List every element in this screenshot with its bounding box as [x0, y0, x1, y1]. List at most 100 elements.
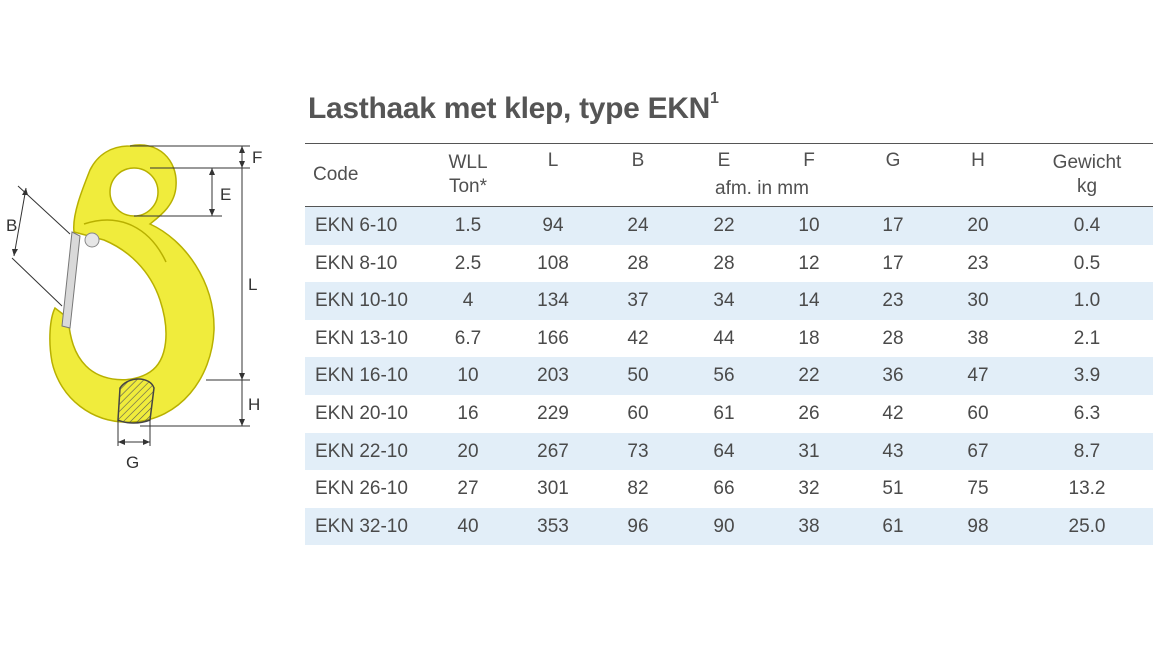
cell-e: 34 — [713, 290, 735, 312]
header-e: E — [717, 150, 731, 171]
cell-g: 23 — [882, 290, 904, 312]
cell-h: 98 — [967, 515, 989, 537]
cell-f: 26 — [798, 402, 820, 424]
cell-g: 43 — [882, 440, 904, 462]
cell-b: 24 — [627, 215, 649, 236]
cell-e: 28 — [713, 252, 735, 274]
table-row: EKN 22-10 20 267 73 64 31 43 67 8.7 — [305, 432, 1153, 471]
hook-dimension-drawing: F E B L H G — [0, 130, 290, 480]
table-row: EKN 10-10 4 134 37 34 14 23 30 1.0 — [305, 282, 1153, 320]
table-row: EKN 16-10 10 203 50 56 22 36 47 3.9 — [305, 357, 1153, 395]
label-F: F — [252, 148, 262, 167]
label-G: G — [126, 453, 139, 472]
title-footnote-mark: 1 — [710, 90, 719, 107]
header-h: H — [971, 150, 985, 171]
header-weight: Gewicht — [1052, 152, 1122, 173]
cell-wll: 27 — [457, 478, 479, 500]
cell-code: EKN 26-10 — [315, 478, 408, 500]
page-title: Lasthaak met klep, type EKN1 — [308, 90, 719, 125]
cell-e: 22 — [713, 215, 735, 236]
specification-table: Code WLL Ton* L B E F G H Gewicht kg afm… — [305, 143, 1153, 546]
cell-wll: 10 — [457, 365, 479, 387]
cell-h: 23 — [967, 252, 989, 274]
cell-b: 42 — [627, 327, 649, 349]
cell-g: 51 — [882, 478, 904, 500]
cell-h: 67 — [967, 440, 989, 462]
cell-l: 94 — [542, 215, 564, 236]
label-H: H — [248, 395, 260, 414]
cell-l: 353 — [537, 515, 569, 537]
cell-weight: 1.0 — [1073, 290, 1101, 312]
cell-code: EKN 10-10 — [315, 290, 408, 312]
cell-b: 73 — [627, 440, 649, 462]
cell-f: 31 — [798, 440, 820, 462]
cell-weight: 6.3 — [1073, 402, 1101, 424]
cell-h: 60 — [967, 402, 989, 424]
cell-wll: 4 — [462, 290, 474, 312]
table-header: Code WLL Ton* L B E F G H Gewicht kg afm… — [305, 144, 1153, 206]
cell-l: 108 — [537, 252, 569, 274]
latch-pin — [84, 232, 100, 248]
cell-l: 301 — [537, 478, 569, 500]
cell-f: 14 — [798, 290, 820, 312]
cell-weight: 0.5 — [1073, 252, 1101, 274]
header-wll-unit: Ton* — [448, 176, 488, 197]
hook-body — [49, 144, 215, 423]
cell-weight: 8.7 — [1073, 440, 1101, 462]
hook-eye — [109, 167, 159, 217]
header-wll: WLL — [448, 152, 488, 173]
cell-b: 37 — [627, 290, 649, 312]
cell-h: 47 — [967, 365, 989, 387]
cell-b: 28 — [627, 252, 649, 274]
cell-wll: 20 — [457, 440, 479, 462]
cell-b: 96 — [627, 515, 649, 537]
cell-weight: 3.9 — [1073, 365, 1101, 387]
header-code: Code — [313, 164, 359, 185]
table-row: EKN 26-10 27 301 82 66 32 51 75 13.2 — [305, 470, 1153, 508]
cell-g: 61 — [882, 515, 904, 537]
cell-f: 10 — [798, 215, 820, 236]
cell-b: 50 — [627, 365, 649, 387]
cell-f: 12 — [798, 252, 820, 274]
cell-e: 61 — [713, 402, 735, 424]
cell-wll: 40 — [457, 515, 479, 537]
cell-g: 17 — [882, 252, 904, 274]
cell-weight: 2.1 — [1073, 327, 1101, 349]
header-b: B — [631, 150, 645, 171]
cell-code: EKN 6-10 — [315, 215, 398, 236]
cell-code: EKN 22-10 — [315, 440, 408, 462]
cell-f: 38 — [798, 515, 820, 537]
cell-b: 82 — [627, 478, 649, 500]
cell-h: 38 — [967, 327, 989, 349]
cell-e: 90 — [713, 515, 735, 537]
cell-weight: 0.4 — [1073, 215, 1101, 236]
table-body: EKN 6-10 1.5 94 24 22 10 17 20 0.4 EKN 8-10 2.5 108… — [305, 207, 1153, 546]
cell-l: 203 — [537, 365, 569, 387]
cell-weight: 25.0 — [1068, 515, 1106, 537]
cell-e: 66 — [713, 478, 735, 500]
label-B: B — [6, 216, 17, 235]
cell-code: EKN 32-10 — [315, 515, 408, 537]
header-unit-note: afm. in mm — [715, 178, 809, 199]
cell-h: 30 — [967, 290, 989, 312]
hook-illustration: F E B L H G — [6, 144, 262, 472]
cell-f: 22 — [798, 365, 820, 387]
cell-h: 20 — [967, 215, 989, 236]
table-row: EKN 13-10 6.7 166 42 44 18 28 38 2.1 — [305, 320, 1153, 358]
label-E: E — [220, 185, 231, 204]
cell-code: EKN 20-10 — [315, 402, 408, 424]
cell-g: 36 — [882, 365, 904, 387]
cell-g: 42 — [882, 402, 904, 424]
cell-h: 75 — [967, 478, 989, 500]
cell-wll: 6.7 — [454, 327, 482, 349]
table-row: EKN 8-10 2.5 108 28 28 12 17 23 0.5 — [305, 245, 1153, 283]
cell-l: 229 — [537, 402, 569, 424]
header-f: F — [803, 150, 815, 171]
cell-wll: 1.5 — [454, 215, 482, 236]
cell-g: 28 — [882, 327, 904, 349]
cell-code: EKN 13-10 — [315, 327, 408, 349]
cell-l: 166 — [537, 327, 569, 349]
cell-g: 17 — [882, 215, 904, 236]
cell-e: 64 — [713, 440, 735, 462]
cell-l: 134 — [537, 290, 569, 312]
